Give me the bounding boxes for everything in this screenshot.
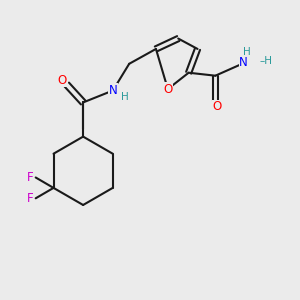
Text: H: H	[243, 47, 250, 57]
Text: F: F	[27, 192, 34, 205]
Text: –H: –H	[260, 56, 273, 66]
Text: O: O	[58, 74, 67, 87]
Text: O: O	[212, 100, 221, 113]
Text: N: N	[239, 56, 248, 69]
Text: N: N	[109, 84, 117, 97]
Text: O: O	[163, 82, 172, 96]
Text: H: H	[121, 92, 129, 101]
Text: F: F	[27, 171, 34, 184]
